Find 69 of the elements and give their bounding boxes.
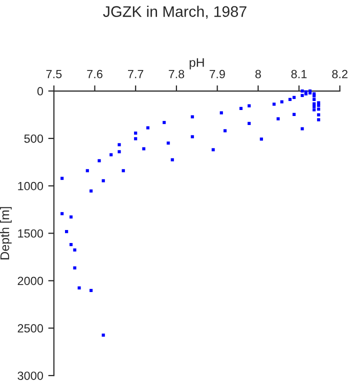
point — [312, 104, 316, 108]
point — [317, 104, 320, 107]
x-tick-label: 7.5 — [46, 70, 62, 78]
y-tick-label: 2500 — [18, 324, 44, 333]
point — [276, 117, 280, 120]
point — [260, 138, 263, 141]
point — [300, 94, 304, 98]
point — [142, 147, 146, 150]
point — [122, 169, 125, 172]
point — [102, 179, 105, 182]
point — [312, 108, 316, 112]
y-tick-label: 1500 — [18, 229, 44, 238]
point — [73, 248, 76, 252]
point — [317, 118, 320, 122]
x-tick-label: 7.7 — [128, 70, 144, 78]
x-tick-label: 8.2 — [332, 70, 348, 78]
point — [102, 334, 105, 337]
point — [162, 120, 166, 124]
point — [212, 148, 215, 152]
x-axis-title: pH — [190, 58, 204, 70]
point — [65, 230, 68, 234]
point — [239, 106, 243, 110]
point — [170, 158, 174, 162]
point — [118, 143, 121, 146]
point — [248, 104, 251, 108]
point — [220, 111, 223, 114]
point — [317, 101, 320, 104]
y-tick-label: 2000 — [18, 276, 44, 286]
point — [224, 129, 227, 132]
y-tick-label: 500 — [24, 134, 44, 143]
point — [60, 212, 64, 216]
point — [70, 215, 73, 219]
point — [272, 102, 276, 106]
point — [190, 115, 194, 118]
point — [134, 137, 138, 140]
point — [90, 189, 93, 193]
point — [118, 150, 121, 154]
y-axis-title: Depth [m] — [0, 207, 12, 260]
y-tick-label: 3000 — [18, 372, 44, 380]
x-tick-label: 8 — [255, 70, 261, 78]
point — [280, 100, 284, 104]
y-tick-label: 1000 — [18, 182, 44, 190]
point — [292, 112, 296, 116]
point — [312, 98, 316, 101]
point — [73, 266, 76, 270]
x-tick-label: 8.1 — [291, 70, 307, 78]
point — [248, 122, 251, 125]
point — [146, 126, 150, 130]
x-tick-label: 7.9 — [210, 70, 225, 78]
point — [134, 132, 138, 135]
x-tick-label: 7.6 — [87, 70, 102, 78]
point — [110, 153, 113, 156]
point — [292, 96, 296, 100]
point — [190, 135, 194, 138]
x-tick-label: 7.8 — [168, 70, 184, 78]
chart-title: JGZK in March, 1987 — [103, 6, 246, 19]
point — [317, 108, 320, 111]
point — [300, 127, 304, 130]
point — [317, 113, 320, 116]
point — [288, 98, 292, 101]
point — [166, 142, 170, 145]
point — [78, 286, 81, 290]
point — [90, 288, 93, 292]
point — [70, 243, 73, 246]
point — [300, 89, 304, 93]
y-tick-label: 0 — [37, 87, 44, 96]
point — [60, 176, 64, 180]
point — [86, 169, 89, 172]
point — [98, 159, 101, 162]
